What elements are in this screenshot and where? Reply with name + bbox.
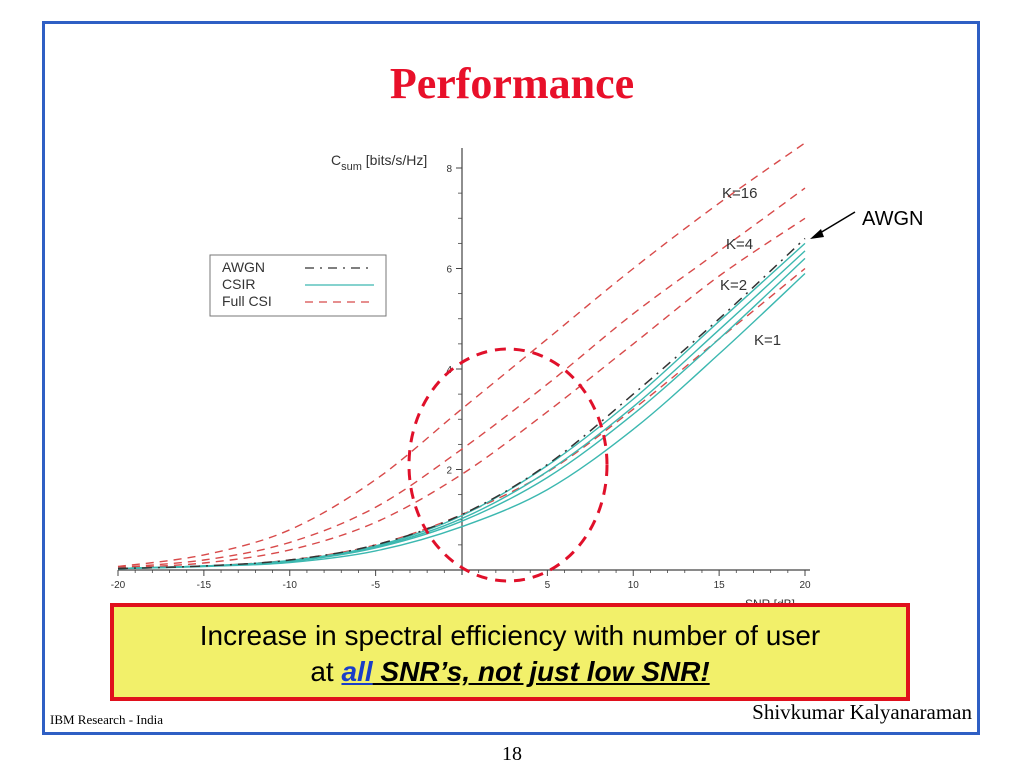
legend-awgn-label: AWGN [222,259,265,275]
legend: AWGN CSIR Full CSI [209,254,387,317]
callout-line2: at all SNR’s, not just low SNR! [114,654,906,690]
series-line-full-csi [117,142,806,568]
x-tick-label: 15 [714,580,726,591]
x-tick-label: -5 [371,580,380,591]
series-line-awgn [117,237,806,570]
x-tick-label: -10 [283,580,298,591]
callout-emph-all: all [341,656,373,687]
x-tick-label: 5 [545,580,551,591]
y-tick-label: 6 [446,265,452,276]
footer-right: Shivkumar Kalyanaraman [752,700,972,724]
y-tick-label: 8 [446,164,452,175]
x-tick-label: 10 [628,580,640,591]
footer-left: IBM Research - India [50,712,163,727]
page-number: 18 [502,743,522,765]
curve-label-k16: K=16 [722,185,757,202]
highlight-ellipse [407,347,609,583]
callout-line1: Increase in spectral efficiency with num… [199,620,821,651]
callout-emph-rest: SNR’s, not just low SNR! [372,656,710,687]
series-line-csir [117,272,806,570]
callout-box: Increase in spectral efficiency with num… [110,603,910,701]
x-tick-label: 20 [799,580,811,591]
y-axis-label-main: C [331,152,341,168]
x-tick-label: -20 [111,580,126,591]
slide-frame [42,21,980,735]
callout-line2-prefix: at [310,656,342,687]
slide-title: Performance [389,59,635,108]
y-axis-label-unit: [bits/s/Hz] [362,152,427,168]
legend-csir-label: CSIR [222,276,255,292]
y-axis-label: Csum [bits/s/Hz] [331,152,427,173]
series-layer [117,142,806,570]
x-tick-label: -15 [197,580,212,591]
curve-label-k4: K=4 [726,236,753,253]
awgn-annotation-arrowhead [810,229,824,239]
awgn-annotation: AWGN [862,208,923,230]
x-ticks: -20 -15 -10 -5 5 10 15 20 [111,570,811,591]
y-axis-label-sub: sum [341,161,362,173]
curve-label-k1: K=1 [754,332,781,349]
series-line-full-csi [117,187,806,569]
legend-fullcsi-label: Full CSI [222,293,272,309]
y-tick-label: 2 [446,466,452,477]
series-line-full-csi [117,217,806,569]
curve-label-k2: K=2 [720,277,747,294]
